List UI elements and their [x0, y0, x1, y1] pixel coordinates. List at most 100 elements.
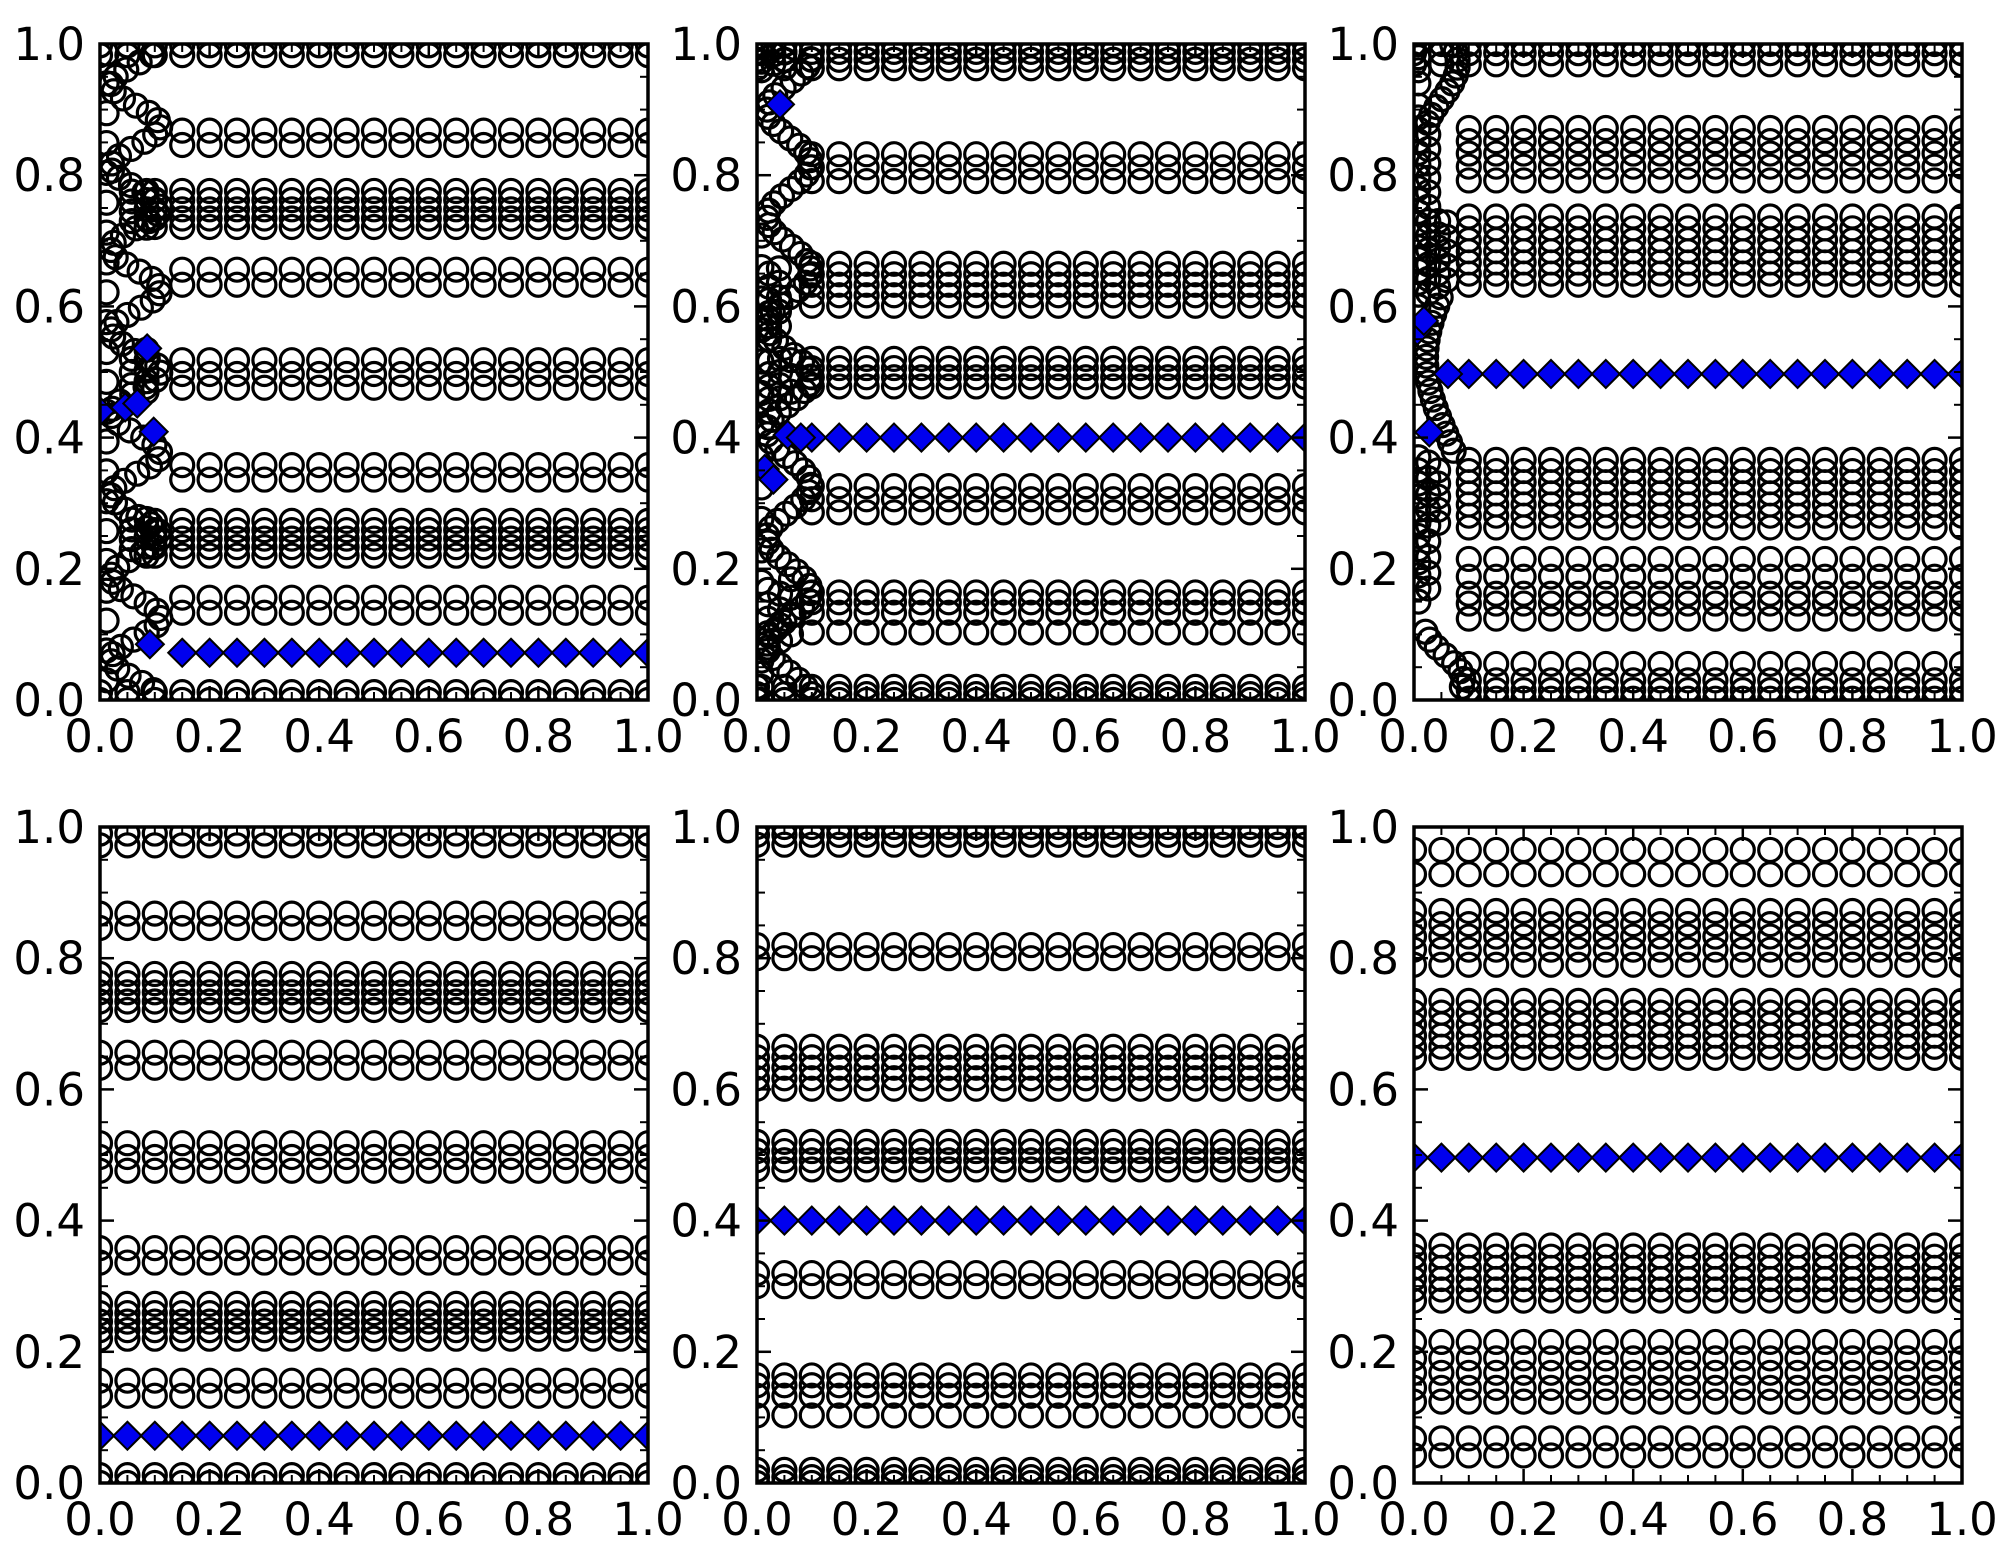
circle-marker [1414, 1442, 1428, 1469]
circle-marker [786, 132, 813, 159]
diamond-marker [823, 1205, 855, 1237]
circle-marker [497, 988, 525, 1015]
circle-marker [1291, 1065, 1305, 1092]
circle-marker [1209, 579, 1236, 606]
circle-marker [1072, 364, 1099, 391]
circle-marker [100, 44, 114, 69]
circle-marker [1072, 1402, 1099, 1429]
circle-marker [223, 599, 251, 626]
circle-marker [826, 168, 853, 195]
circle-marker [607, 177, 634, 205]
circle-marker [251, 1249, 278, 1276]
y-tick-label: 0.6 [1327, 1063, 1399, 1116]
circle-marker [525, 542, 552, 569]
circle-marker [790, 457, 817, 484]
circle-marker [1647, 951, 1674, 978]
circle-marker [1866, 951, 1893, 978]
circle-marker [757, 931, 771, 959]
circle-marker [1209, 292, 1236, 319]
circle-marker [1784, 1345, 1811, 1372]
circle-marker [1948, 545, 1962, 573]
circle-marker [525, 1299, 552, 1327]
circle-marker [360, 827, 388, 847]
circle-marker [552, 177, 579, 205]
circle-marker [1757, 153, 1784, 180]
circle-marker [1483, 836, 1510, 864]
circle-marker [1264, 589, 1291, 616]
circle-marker [388, 1462, 415, 1483]
circle-marker [306, 256, 333, 283]
circle-marker [360, 1235, 388, 1262]
circle-marker [1154, 619, 1182, 646]
circle-marker [1510, 514, 1537, 541]
circle-marker [796, 262, 824, 289]
circle-marker [580, 1469, 607, 1483]
circle-marker [634, 1317, 648, 1344]
circle-marker [1757, 667, 1784, 694]
circle-marker [826, 486, 853, 513]
circle-marker [634, 131, 648, 159]
circle-marker [251, 1143, 278, 1171]
circle-marker [223, 177, 251, 205]
circle-marker [1264, 250, 1291, 277]
diamond-marker [1617, 358, 1649, 390]
circle-marker [1414, 57, 1432, 84]
diamond-marker [1414, 1142, 1430, 1174]
circle-marker [1182, 1382, 1209, 1409]
circle-marker [1237, 250, 1264, 277]
circle-marker [1100, 1128, 1127, 1155]
circle-marker [1757, 923, 1784, 950]
circle-marker [196, 466, 223, 493]
circle-marker [1674, 650, 1702, 678]
circle-marker [1154, 1156, 1182, 1183]
circle-marker [1948, 1328, 1962, 1356]
circle-marker [1565, 1044, 1592, 1072]
circle-marker [580, 686, 607, 700]
circle-marker [1894, 861, 1921, 888]
circle-marker [1415, 179, 1442, 206]
circle-marker [1154, 1128, 1182, 1155]
circle-marker [1415, 575, 1442, 602]
circle-marker [1100, 373, 1127, 400]
circle-marker [1592, 1287, 1619, 1314]
circle-marker [1784, 1276, 1811, 1303]
circle-marker [100, 832, 114, 859]
circle-marker [223, 347, 251, 374]
circle-marker [1237, 486, 1264, 513]
circle-marker [1455, 114, 1482, 142]
circle-marker [1565, 167, 1592, 194]
circle-marker [1757, 951, 1784, 978]
circle-marker [497, 1290, 525, 1318]
circle-marker [580, 1157, 607, 1184]
circle-marker [1757, 514, 1784, 541]
circle-marker [1182, 599, 1209, 626]
circle-marker [443, 599, 470, 626]
circle-marker [497, 584, 525, 611]
circle-marker [1866, 605, 1893, 632]
circle-marker [935, 154, 962, 181]
circle-marker [757, 1456, 771, 1483]
circle-marker [497, 534, 525, 561]
circle-marker [1017, 1469, 1045, 1483]
circle-marker [415, 271, 442, 298]
circle-marker [1811, 580, 1839, 607]
circle-marker [1702, 590, 1729, 617]
circle-marker [114, 1299, 141, 1327]
diamond-marker [1262, 1205, 1294, 1237]
circle-marker [525, 1157, 552, 1184]
circle-marker [114, 1290, 141, 1318]
circle-marker [1209, 1273, 1236, 1300]
circle-marker [1072, 1273, 1099, 1300]
circle-marker [826, 619, 853, 646]
circle-marker [306, 914, 333, 942]
circle-marker [1894, 836, 1921, 864]
circle-marker [1237, 1147, 1264, 1174]
diamond-marker [1836, 358, 1868, 390]
circle-marker [196, 1143, 223, 1171]
circle-marker [853, 1362, 880, 1389]
circle-marker [1647, 514, 1674, 541]
circle-marker [470, 507, 497, 535]
circle-marker [306, 1157, 333, 1184]
circle-marker [1127, 1362, 1154, 1389]
circle-marker [1839, 127, 1866, 155]
